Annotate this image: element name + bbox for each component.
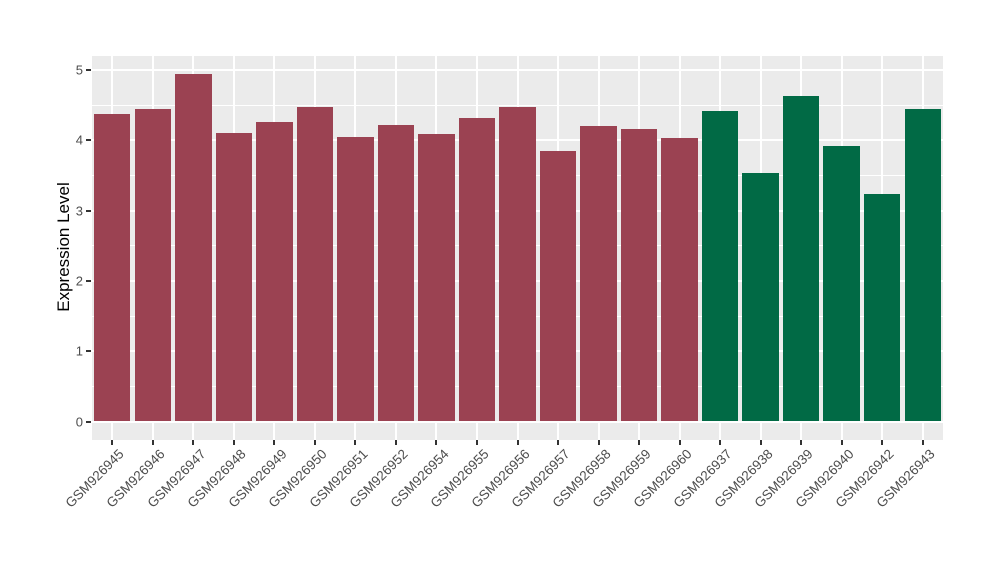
y-tick-mark — [86, 279, 91, 282]
bar-GSM926943 — [904, 109, 941, 422]
bar-GSM926942 — [863, 194, 901, 422]
bar-GSM926960 — [661, 138, 698, 422]
x-tick-mark — [597, 440, 600, 445]
bar-GSM926959 — [620, 129, 658, 422]
x-tick-mark — [232, 440, 235, 445]
y-tick-label: 5 — [75, 62, 83, 78]
x-tick-mark — [192, 440, 195, 445]
x-tick-mark — [678, 440, 681, 445]
bar-GSM926946 — [134, 108, 172, 422]
x-tick-mark — [151, 440, 154, 445]
x-tick-mark — [435, 440, 438, 445]
y-tick-label: 4 — [75, 132, 83, 148]
bar-GSM926958 — [580, 125, 617, 422]
bar-GSM926938 — [742, 172, 779, 422]
y-tick-mark — [86, 139, 91, 142]
bar-GSM926952 — [377, 124, 415, 422]
x-tick-mark — [881, 440, 884, 445]
bar-GSM926950 — [296, 107, 334, 422]
y-tick-label: 1 — [75, 343, 83, 359]
x-tick-mark — [759, 440, 762, 445]
x-tick-mark — [111, 440, 114, 445]
bar-GSM926955 — [458, 117, 496, 422]
x-tick-mark — [273, 440, 276, 445]
bar-GSM926948 — [215, 132, 253, 422]
bar-GSM926951 — [337, 136, 374, 422]
x-tick-mark — [557, 440, 560, 445]
y-tick-label: 3 — [75, 203, 83, 219]
y-axis-title-text: Expression Level — [54, 182, 73, 312]
bar-GSM926937 — [701, 110, 739, 422]
y-tick-mark — [86, 420, 91, 423]
bar-GSM926939 — [782, 96, 820, 422]
bar-GSM926945 — [94, 114, 131, 422]
x-tick-mark — [800, 440, 803, 445]
bar-GSM926940 — [823, 145, 860, 422]
bar-GSM926957 — [539, 150, 577, 422]
y-tick-label: 0 — [75, 414, 83, 429]
x-tick-mark — [516, 440, 519, 445]
bar-GSM926947 — [175, 73, 212, 422]
x-tick-mark — [313, 440, 316, 445]
y-tick-mark — [86, 350, 91, 353]
bar-GSM926949 — [256, 122, 293, 422]
chart-panel — [92, 56, 943, 440]
y-tick-mark — [86, 69, 91, 71]
y-tick-label: 2 — [75, 273, 83, 289]
x-tick-mark — [921, 440, 924, 445]
x-tick-mark — [394, 440, 397, 445]
x-tick-mark — [638, 440, 641, 445]
x-tick-mark — [719, 440, 722, 445]
y-tick-mark — [86, 209, 91, 212]
bar-GSM926954 — [418, 133, 455, 422]
x-tick-mark — [475, 440, 478, 445]
x-tick-mark — [354, 440, 357, 445]
bar-GSM926956 — [499, 107, 536, 422]
x-tick-mark — [840, 440, 843, 445]
